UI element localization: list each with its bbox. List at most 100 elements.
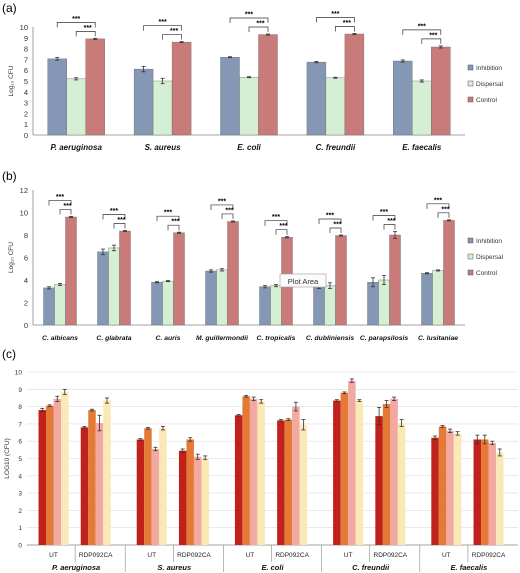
- y-tick-label: 8: [24, 231, 28, 240]
- bar-inhibition: [259, 286, 271, 326]
- y-tick-label: 1: [24, 120, 28, 129]
- legend-label: Inhibition: [476, 238, 502, 245]
- significance-bracket: [372, 215, 396, 221]
- bar-inhibition: [306, 61, 327, 136]
- y-tick-label: 1: [18, 525, 22, 532]
- significance-stars: ***: [387, 218, 395, 225]
- bar-dispersal: [54, 284, 66, 326]
- significance-stars: ***: [279, 223, 287, 230]
- y-tick-label: 5: [24, 77, 28, 86]
- subgroup-label: RDP092CA: [79, 552, 113, 559]
- bar: [249, 398, 258, 545]
- bar-inhibition: [313, 285, 325, 326]
- category-label: C. freundii: [352, 563, 390, 572]
- category-label: C. dubliniensis: [306, 335, 355, 342]
- legend-swatch-control: [467, 96, 474, 103]
- y-tick-label: 0: [18, 543, 22, 550]
- y-tick-label: 3: [18, 491, 22, 498]
- bar-control: [119, 230, 131, 326]
- significance-bracket: [402, 29, 442, 35]
- y-tick-label: 9: [18, 387, 22, 394]
- significance-stars: ***: [63, 203, 71, 210]
- y-tick-label: 8: [24, 45, 28, 54]
- bar: [375, 416, 383, 545]
- significance-bracket: [426, 203, 450, 209]
- subgroup-label: UT: [442, 552, 451, 559]
- significance-bracket: [421, 38, 442, 44]
- significance-bracket: [318, 218, 342, 224]
- panel-label-b: (b): [2, 169, 17, 183]
- significance-stars: ***: [333, 222, 341, 229]
- bar: [488, 442, 497, 545]
- bar-inhibition: [47, 58, 67, 136]
- significance-stars: ***: [245, 12, 253, 19]
- y-tick-label: 4: [24, 88, 28, 97]
- significance-bracket: [275, 229, 288, 235]
- y-axis-label: Log₁₀ CFU: [8, 65, 15, 96]
- bar-inhibition: [133, 68, 154, 136]
- category-label: E. coli: [237, 143, 261, 152]
- category-label: S. aureus: [145, 143, 182, 152]
- bar-control: [344, 33, 365, 136]
- category-label: E. coli: [261, 563, 284, 572]
- bar-control: [389, 234, 401, 326]
- y-tick-label: 9: [24, 34, 28, 43]
- y-tick-label: 8: [18, 404, 22, 411]
- bar: [46, 405, 54, 545]
- y-axis-label: Log₁₀ CFU: [8, 242, 15, 273]
- bar-control: [335, 235, 347, 326]
- bar-control: [65, 216, 77, 326]
- bar-control: [431, 46, 451, 136]
- bar: [340, 392, 349, 545]
- panel-label-c: (c): [2, 347, 16, 361]
- y-tick-label: 2: [18, 508, 22, 515]
- significance-stars: ***: [326, 213, 334, 220]
- significance-stars: ***: [170, 28, 178, 35]
- bar-control: [258, 34, 278, 136]
- bar-dispersal: [152, 80, 173, 136]
- chart-b: 0 2 4 6 8 10 12 Log₁₀ CFU *** *** C. albicans *** **…: [8, 186, 504, 342]
- significance-bracket: [335, 26, 355, 32]
- significance-bracket: [229, 17, 269, 24]
- significance-bracket: [162, 34, 182, 40]
- bar-control: [227, 221, 239, 326]
- bar: [159, 428, 167, 545]
- bar: [473, 439, 482, 545]
- bar-dispersal: [378, 279, 390, 326]
- significance-bracket: [113, 223, 126, 229]
- subgroup-label: UT: [246, 552, 255, 559]
- y-tick-label: 6: [24, 254, 28, 263]
- legend-swatch-inhibition: [467, 64, 474, 71]
- bar-dispersal: [270, 285, 282, 326]
- bar: [446, 430, 454, 545]
- bar: [496, 452, 504, 545]
- subgroup-label: RDP092CA: [275, 552, 309, 559]
- bar: [431, 437, 439, 545]
- significance-stars: ***: [117, 217, 125, 224]
- bar: [95, 423, 104, 545]
- y-tick-label: 2: [24, 299, 28, 308]
- bar-dispersal: [412, 80, 432, 136]
- significance-stars: ***: [225, 207, 233, 214]
- bar-inhibition: [205, 270, 217, 326]
- y-tick-label: 5: [18, 456, 22, 463]
- subgroup-label: RDP092CA: [177, 552, 211, 559]
- significance-stars: ***: [84, 25, 92, 32]
- bar-dispersal: [216, 269, 228, 326]
- significance-bracket: [167, 224, 180, 231]
- significance-stars: ***: [418, 23, 426, 30]
- bar: [292, 406, 300, 545]
- bar: [397, 423, 406, 545]
- category-label: E. faecalis: [402, 143, 442, 152]
- significance-stars: ***: [331, 11, 339, 18]
- significance-stars: ***: [110, 208, 118, 215]
- category-label: C. freundii: [316, 143, 356, 152]
- legend-swatch-inhibition: [467, 237, 474, 244]
- bar: [453, 433, 462, 545]
- category-label: P. aeruginosa: [50, 143, 102, 152]
- y-tick-label: 0: [24, 321, 28, 330]
- legend-label: Control: [476, 270, 498, 277]
- y-axis-label: LOG10 (CFU): [4, 438, 11, 478]
- category-label: C. auris: [156, 335, 181, 342]
